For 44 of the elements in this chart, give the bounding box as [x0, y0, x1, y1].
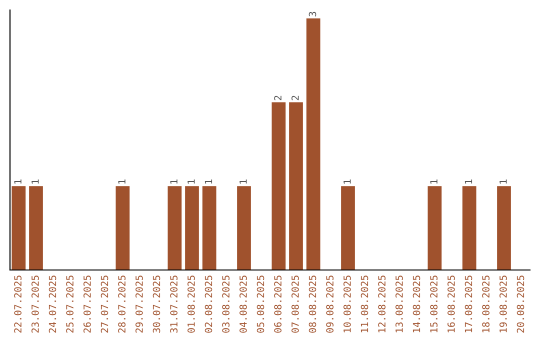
x-tick-label: 29.07.2025	[135, 276, 143, 333]
x-tick-label: 04.08.2025	[239, 276, 247, 333]
data-label: 3	[308, 12, 316, 16]
x-tick-label: 27.07.2025	[100, 276, 108, 333]
data-label: 1	[430, 180, 438, 184]
data-label: 2	[274, 96, 282, 100]
x-tick-label: 17.08.2025	[464, 276, 472, 332]
x-tick-label: 07.08.2025	[291, 276, 299, 333]
data-label: 1	[204, 180, 212, 184]
data-label: 1	[344, 180, 351, 184]
x-tick-label: 05.08.2025	[256, 276, 264, 333]
data-label: 1	[464, 180, 472, 184]
data-label: 1	[118, 180, 126, 184]
x-tick-label: 06.08.2025	[274, 276, 282, 333]
x-tick-label: 25.07.2025	[66, 276, 74, 333]
x-tick-label: 12.08.2025	[378, 276, 386, 332]
x-tick-label: 18.08.2025	[482, 276, 490, 332]
x-tick-label: 11.08.2025	[360, 276, 368, 332]
x-tick-label: 14.08.2025	[412, 276, 420, 332]
x-tick-label: 10.08.2025	[343, 276, 351, 332]
x-tick-label: 24.07.2025	[48, 276, 56, 333]
data-label: 1	[14, 180, 22, 184]
x-tick-label: 16.08.2025	[447, 276, 455, 332]
x-tick-label: 28.07.2025	[118, 276, 126, 333]
x-tick-label: 22.07.2025	[14, 276, 22, 333]
x-tick-label: 08.08.2025	[308, 276, 316, 333]
x-tick-label: 13.08.2025	[395, 276, 403, 332]
x-tick-label: 23.07.2025	[31, 276, 39, 333]
x-tick-label: 03.08.2025	[222, 276, 230, 333]
x-tick-label: 30.07.2025	[152, 276, 160, 333]
data-label: 1	[32, 180, 39, 184]
x-tick-label: 31.07.2025	[170, 276, 178, 333]
data-label: 2	[291, 96, 299, 100]
x-tick-label: 15.08.2025	[430, 276, 438, 332]
x-tick-label: 01.08.2025	[187, 276, 195, 333]
data-label: 1	[500, 180, 507, 184]
x-tick-label: 09.08.2025	[326, 276, 334, 333]
data-label: 1	[170, 180, 178, 184]
x-tick-label: 26.07.2025	[83, 276, 91, 333]
x-tick-label: 20.08.2025	[516, 276, 524, 333]
data-label: 1	[240, 180, 247, 184]
data-label: 1	[188, 180, 195, 184]
x-tick-label: 02.08.2025	[204, 276, 212, 333]
x-tick-label: 19.08.2025	[499, 276, 507, 332]
